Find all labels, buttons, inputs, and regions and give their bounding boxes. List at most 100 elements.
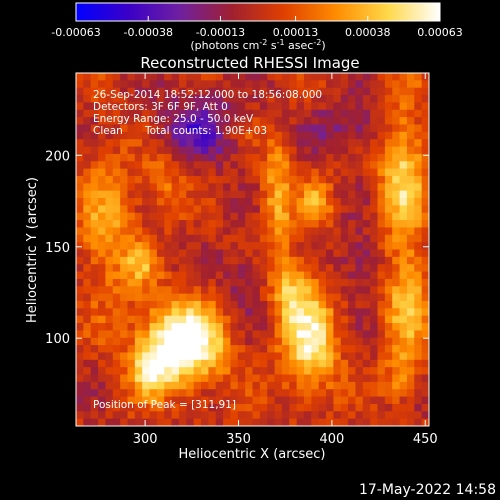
heatmap-cell	[333, 175, 342, 184]
heatmap-cell	[223, 161, 231, 169]
heatmap-cell	[76, 117, 84, 125]
heatmap-cell	[156, 109, 165, 118]
heatmap-cell	[178, 212, 187, 221]
heatmap-cell	[399, 117, 408, 125]
heatmap-cell	[230, 242, 239, 250]
heatmap-cell	[149, 271, 158, 280]
heatmap-cell	[421, 345, 430, 353]
heatmap-cell	[142, 212, 150, 221]
heatmap-cell	[399, 256, 408, 265]
heatmap-cell	[281, 109, 290, 118]
heatmap-cell	[326, 337, 334, 346]
heatmap-cell	[289, 220, 298, 228]
heatmap-cell	[377, 352, 386, 361]
heatmap-cell	[186, 330, 195, 339]
heatmap-cell	[267, 381, 275, 390]
heatmap-cell	[318, 124, 327, 133]
heatmap-cell	[164, 315, 172, 324]
heatmap-cell	[127, 139, 136, 147]
heatmap-cell	[120, 308, 128, 317]
heatmap-cell	[414, 168, 423, 177]
heatmap-cell	[178, 205, 187, 214]
heatmap-cell	[223, 146, 231, 155]
heatmap-cell	[245, 87, 253, 96]
heatmap-cell	[98, 345, 106, 353]
heatmap-cell	[186, 146, 195, 155]
heatmap-cell	[392, 278, 400, 287]
heatmap-cell	[245, 367, 253, 375]
heatmap-cell	[333, 227, 342, 236]
heatmap-cell	[193, 124, 202, 133]
heatmap-cell	[201, 286, 209, 295]
heatmap-cell	[230, 95, 239, 103]
heatmap-cell	[289, 102, 298, 111]
heatmap-cell	[208, 367, 217, 375]
x-tick-label: 400	[319, 432, 344, 447]
heatmap-cell	[90, 367, 99, 375]
heatmap-cell	[333, 190, 342, 199]
colorbar: -0.00063 -0.00038 -0.00013 0.00013 0.00038 0.…	[51, 2, 463, 52]
heatmap-cell	[392, 205, 400, 214]
heatmap-cell	[105, 117, 114, 125]
heatmap-cell	[311, 161, 320, 169]
heatmap-cell	[193, 102, 202, 111]
heatmap-cell	[193, 418, 202, 427]
heatmap-cell	[399, 271, 408, 280]
heatmap-cell	[215, 168, 224, 177]
heatmap-cell	[318, 131, 327, 140]
heatmap-cell	[215, 315, 224, 324]
heatmap-cell	[98, 102, 106, 111]
heatmap-cell	[208, 359, 217, 368]
heatmap-cell	[208, 396, 217, 405]
heatmap-cell	[164, 153, 172, 162]
heatmap-cell	[281, 234, 290, 243]
heatmap-cell	[333, 411, 342, 420]
heatmap-cell	[105, 345, 114, 353]
heatmap-cell	[406, 124, 415, 133]
heatmap-cell	[201, 264, 209, 272]
heatmap-cell	[296, 146, 305, 155]
heatmap-cell	[223, 117, 231, 125]
heatmap-cell	[208, 308, 217, 317]
heatmap-cell	[245, 205, 253, 214]
x-tick-label: 350	[226, 432, 251, 447]
heatmap-cell	[120, 190, 128, 199]
heatmap-cell	[340, 242, 349, 250]
heatmap-cell	[134, 345, 143, 353]
heatmap-cell	[362, 286, 371, 295]
heatmap-cell	[340, 124, 349, 133]
heatmap-cell	[208, 198, 217, 206]
heatmap-cell	[296, 73, 305, 81]
heatmap-cell	[267, 396, 275, 405]
heatmap-cell	[230, 198, 239, 206]
heatmap-cell	[127, 367, 136, 375]
heatmap-cell	[201, 418, 209, 427]
heatmap-cell	[90, 190, 99, 199]
heatmap-cell	[201, 109, 209, 118]
heatmap-cell	[127, 418, 136, 427]
heatmap-cell	[348, 87, 356, 96]
heatmap-cell	[259, 403, 268, 412]
heatmap-cell	[76, 168, 84, 177]
heatmap-cell	[223, 198, 231, 206]
heatmap-cell	[303, 323, 312, 331]
heatmap-cell	[142, 146, 150, 155]
heatmap-cell	[362, 80, 371, 89]
heatmap-cell	[127, 212, 136, 221]
heatmap-cell	[355, 323, 364, 331]
heatmap-cell	[105, 337, 114, 346]
heatmap-cell	[120, 146, 128, 155]
heatmap-cell	[76, 286, 84, 295]
heatmap-cell	[421, 175, 430, 184]
heatmap-cell	[259, 293, 268, 302]
heatmap-cell	[406, 352, 415, 361]
heatmap-cell	[223, 359, 231, 368]
heatmap-cell	[142, 418, 150, 427]
heatmap-cell	[259, 102, 268, 111]
heatmap-cell	[134, 234, 143, 243]
heatmap-cell	[149, 315, 158, 324]
heatmap-cell	[377, 374, 386, 383]
heatmap-cell	[340, 212, 349, 221]
heatmap-cell	[274, 337, 283, 346]
heatmap-cell	[178, 73, 187, 81]
